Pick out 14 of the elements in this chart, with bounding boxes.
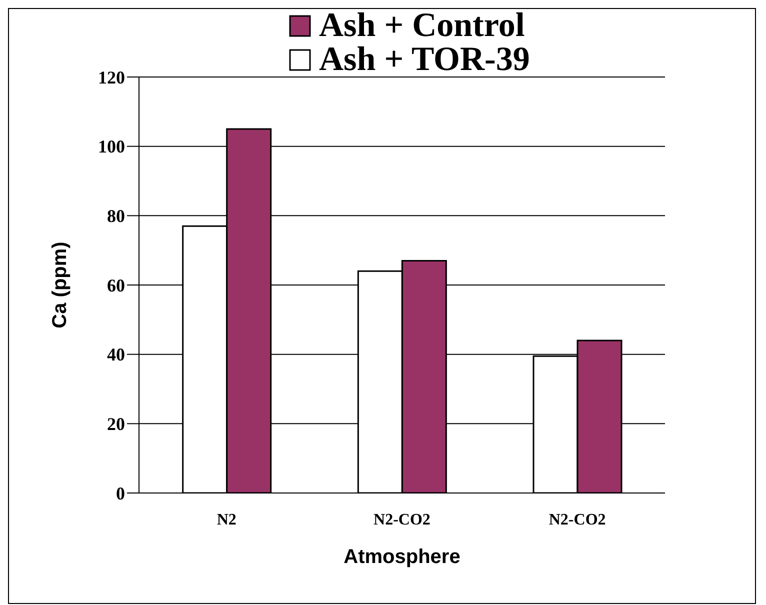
x-tick-label: N2: [216, 511, 236, 528]
y-tick-label: 120: [98, 67, 125, 88]
legend-label: Ash + Control: [319, 7, 525, 44]
legend-label: Ash + TOR-39: [319, 41, 530, 78]
y-tick-label: 60: [107, 275, 125, 296]
y-tick-label: 100: [98, 136, 125, 157]
y-tick-label: 0: [116, 483, 125, 504]
y-axis-title: Ca (ppm): [49, 242, 72, 328]
y-tick-label: 80: [107, 206, 125, 226]
x-axis-title: Atmosphere: [344, 546, 460, 568]
y-tick-label: 40: [107, 344, 125, 365]
x-tick-label: N2-CO2: [548, 511, 606, 528]
y-tick-label: 20: [107, 414, 125, 434]
x-tick-label: N2-CO2: [374, 511, 430, 528]
